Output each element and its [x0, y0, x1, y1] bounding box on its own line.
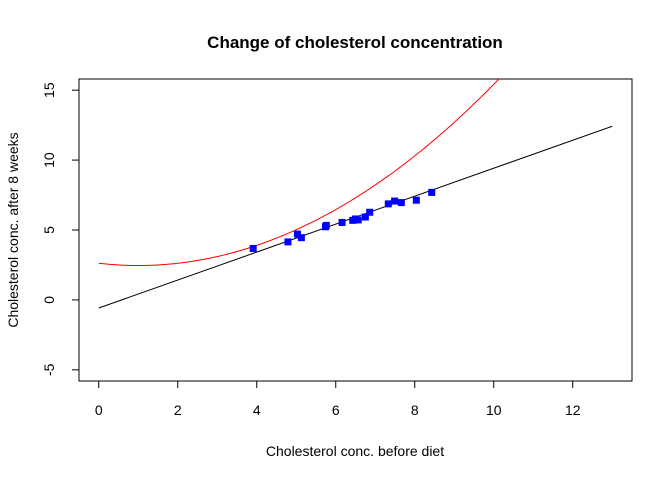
x-tick-label: 0 — [95, 402, 103, 418]
x-tick-label: 8 — [411, 402, 419, 418]
data-point — [391, 197, 399, 205]
data-point — [366, 208, 374, 216]
data-points — [249, 188, 436, 252]
data-point — [322, 221, 330, 229]
x-tick-label: 12 — [565, 402, 581, 418]
data-point — [397, 199, 405, 207]
quadratic-fit-curve — [98, 79, 500, 267]
data-point — [361, 213, 369, 221]
x-tick-label: 10 — [486, 402, 502, 418]
plot-frame — [78, 78, 633, 382]
chart-title: Change of cholesterol concentration — [207, 33, 503, 52]
y-tick-label: 0 — [41, 296, 57, 304]
data-point — [297, 234, 305, 242]
y-tick-label: 10 — [41, 152, 57, 168]
data-point — [284, 238, 292, 246]
y-tick-label: 15 — [41, 82, 57, 98]
data-point — [428, 188, 436, 196]
data-point — [412, 196, 420, 204]
data-point — [249, 244, 257, 252]
y-tick-label: -5 — [41, 363, 57, 376]
x-tick-label: 2 — [174, 402, 182, 418]
x-tick-label: 6 — [332, 402, 340, 418]
y-axis-label: Cholesterol conc. after 8 weeks — [5, 132, 21, 327]
x-tick-label: 4 — [253, 402, 261, 418]
data-point — [354, 216, 362, 224]
x-axis-label: Cholesterol conc. before diet — [266, 443, 444, 459]
fit-lines — [98, 79, 613, 309]
data-point — [338, 218, 346, 226]
y-axis: -5 0 5 10 15 — [41, 82, 80, 376]
y-tick-label: 5 — [41, 226, 57, 234]
data-point — [384, 200, 392, 208]
data-point — [293, 230, 301, 238]
x-axis: 0 2 4 6 8 10 12 — [95, 380, 581, 418]
